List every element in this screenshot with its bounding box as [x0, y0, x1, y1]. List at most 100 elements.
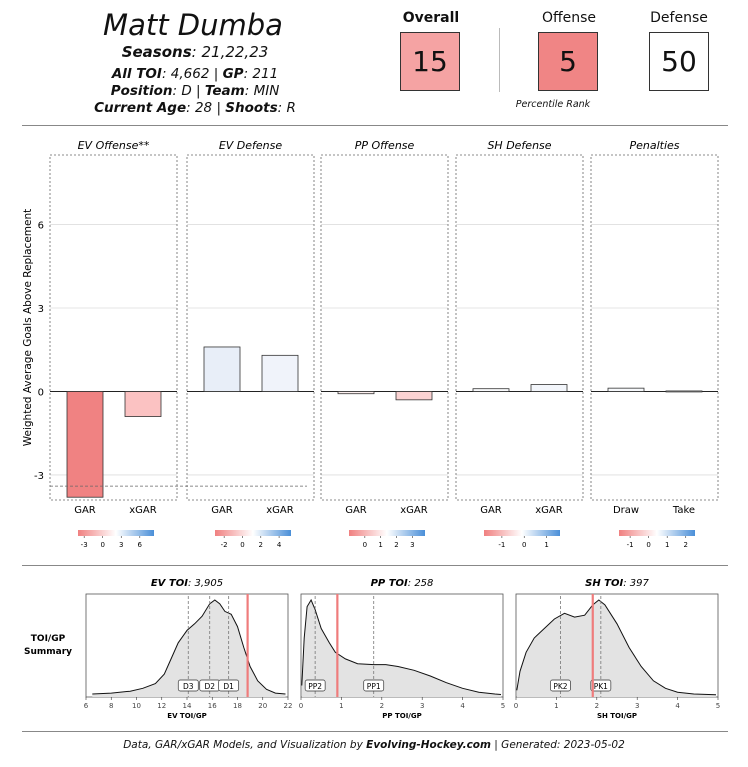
- footer-suffix: | Generated: 2023-05-02: [490, 739, 625, 751]
- x-tick-label: 8: [109, 702, 113, 710]
- toi-title-label: SH TOI: [585, 578, 623, 589]
- x-tick-label: Take: [672, 505, 695, 516]
- player-name: Matt Dumba: [103, 8, 283, 42]
- x-tick-label: 12: [157, 702, 166, 710]
- seasons-value: 21,22,23: [201, 43, 269, 61]
- scale-tick-label: 1: [665, 541, 669, 549]
- x-axis-label: SH TOI/GP: [597, 712, 637, 720]
- y-axis-label: Weighted Average Goals Above Replacement: [22, 209, 34, 447]
- color-scale-bar: [484, 530, 560, 536]
- panel-title: SH Defense: [487, 139, 551, 152]
- toi-title-label: PP TOI: [371, 578, 408, 589]
- marker-tag: [177, 679, 199, 692]
- age-value: 28: [194, 100, 213, 116]
- density-area: [516, 600, 716, 697]
- panel-border: [186, 154, 315, 501]
- y-tick-label: 0: [38, 387, 44, 398]
- team-value: MIN: [253, 83, 280, 99]
- scale-tick-label: 0: [646, 541, 650, 549]
- overall-label: Overall: [402, 10, 460, 26]
- x-tick-label: 16: [208, 702, 217, 710]
- scale-tick-label: 2: [259, 541, 263, 549]
- toi-title-value: : 3,905: [188, 578, 223, 589]
- color-scale-bar: [215, 530, 291, 536]
- panel-title: PP Offense: [355, 139, 415, 152]
- age-label: Current Age: [94, 100, 187, 116]
- scale-tick-label: 0: [522, 541, 526, 549]
- offense-rank-box: 5: [538, 32, 598, 91]
- x-tick-label: xGAR: [400, 505, 428, 516]
- marker-label: PK2: [553, 682, 567, 691]
- scale-tick-label: -1: [627, 541, 634, 549]
- defense-label: Defense: [650, 10, 708, 26]
- x-tick-label: 0: [299, 702, 303, 710]
- scale-tick-label: 0: [100, 541, 104, 549]
- color-scale-bar: [349, 530, 425, 536]
- toi-label: All TOI: [111, 66, 162, 82]
- gar-chart: Weighted Average Goals Above Replacement…: [22, 139, 719, 549]
- overall-rank-box: 15: [400, 32, 460, 91]
- scale-tick-label: 3: [119, 541, 123, 549]
- density-line: [301, 598, 502, 695]
- marker-tag: [363, 679, 385, 692]
- scale-tick-label: -1: [498, 541, 505, 549]
- scale-tick-label: 1: [544, 541, 548, 549]
- panel-sh-defense: SH Defense GAR xGAR -1 0 1: [455, 139, 584, 549]
- x-tick-label: 18: [233, 702, 242, 710]
- density-line: [516, 599, 717, 696]
- shoots-label: Shoots: [225, 100, 278, 116]
- x-tick-label: 5: [716, 702, 720, 710]
- x-tick-label: 2: [380, 702, 384, 710]
- panel-border: [590, 154, 719, 501]
- team-label: Team: [204, 83, 245, 99]
- x-tick-label: xGAR: [535, 505, 563, 516]
- panel-title: EV Defense: [219, 139, 283, 152]
- y-tick-label: 6: [38, 221, 44, 232]
- footer-brand: Evolving-Hockey.com: [366, 739, 491, 751]
- seasons-label: Seasons: [121, 43, 192, 61]
- x-tick-label: 1: [339, 702, 343, 710]
- x-axis-label: PP TOI/GP: [382, 712, 421, 720]
- x-tick-label: Draw: [613, 505, 639, 516]
- x-tick-label: 3: [420, 702, 424, 710]
- marker-label: PP1: [367, 682, 381, 691]
- bar-take: [665, 390, 703, 393]
- x-tick-label: xGAR: [266, 505, 294, 516]
- x-tick-label: 4: [675, 702, 680, 710]
- marker-tag: [304, 679, 326, 692]
- marker-tag: [550, 679, 571, 692]
- x-tick-label: 5: [501, 702, 505, 710]
- bar-gar: [472, 388, 510, 392]
- scale-tick-label: 2: [394, 541, 398, 549]
- panel-border: [455, 154, 584, 501]
- marker-label: PP2: [308, 682, 322, 691]
- bar-xgar: [124, 391, 162, 417]
- bar-gar: [66, 391, 104, 498]
- x-tick-label: GAR: [480, 505, 502, 516]
- toi-summary-label: TOI/GP: [31, 634, 66, 644]
- gp-value: 211: [252, 66, 279, 82]
- toi-panel-pp-toi: PP TOI: 258 PP2 PP1 0 1 2 3 4 5 PP TOI/GP: [299, 578, 505, 720]
- x-tick-label: 14: [183, 702, 192, 710]
- x-axis-label: EV TOI/GP: [167, 712, 206, 720]
- x-tick-label: xGAR: [129, 505, 157, 516]
- marker-label: PK1: [594, 682, 608, 691]
- toi-panel-title: SH TOI: 397: [585, 578, 649, 589]
- position-value: D: [181, 83, 192, 99]
- bar-xgar: [530, 384, 568, 392]
- scale-tick-label: -2: [221, 541, 228, 549]
- toi-panel-title: PP TOI: 258: [371, 578, 434, 589]
- defense-rank-box: 50: [649, 32, 709, 91]
- marker-tag: [590, 679, 612, 692]
- toi-title-value: : 397: [623, 578, 649, 589]
- marker-tag: [218, 679, 240, 692]
- panel-ev-offense: EV Offense** GAR xGAR -3 0 3 6: [49, 139, 307, 549]
- scale-tick-label: -3: [81, 541, 88, 549]
- panel-title: Penalties: [629, 139, 679, 152]
- marker-label: D1: [223, 682, 234, 691]
- x-tick-label: 1: [554, 702, 558, 710]
- x-tick-label: GAR: [345, 505, 367, 516]
- percentile-caption: Percentile Rank: [515, 99, 591, 110]
- toi-gp-line: All TOI: 4,662 | GP: 211: [111, 66, 279, 82]
